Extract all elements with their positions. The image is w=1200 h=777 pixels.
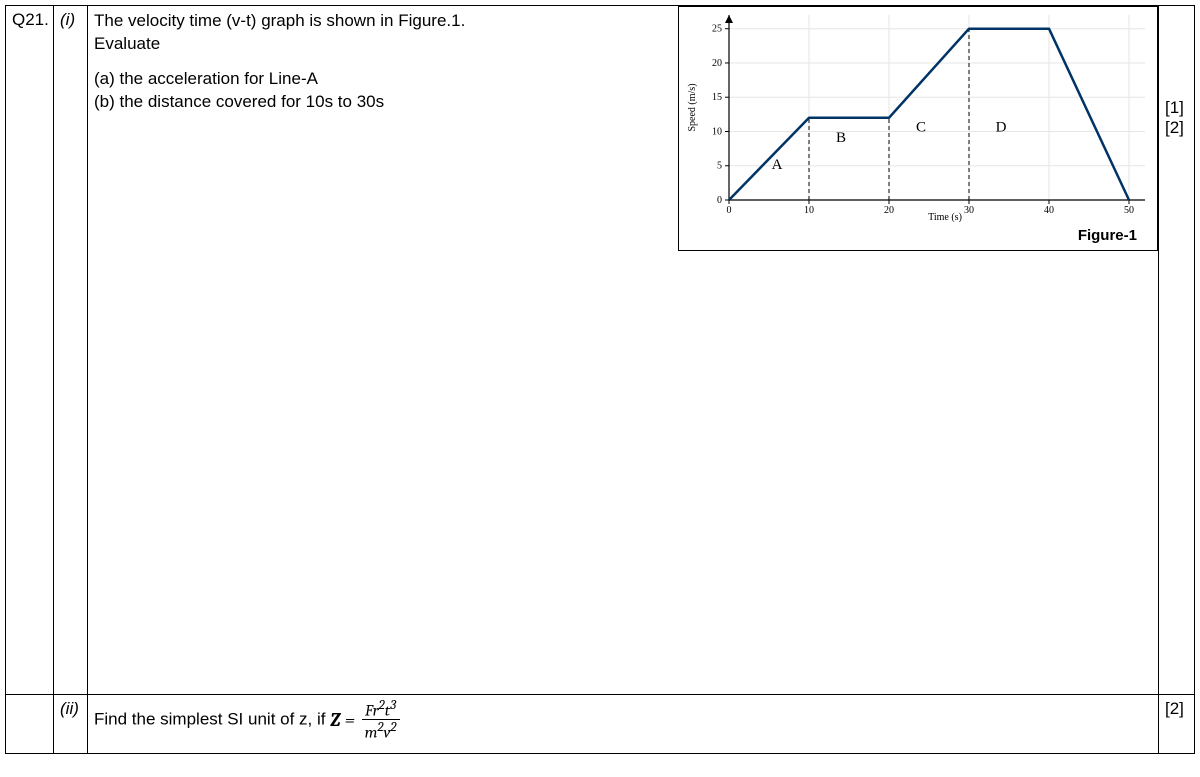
figure-box: 0 10 20 30 40 50 0 5 10 15 20 25 Time (s) Speed (m/s)… — [678, 6, 1158, 251]
question-number-cell-2 — [6, 695, 54, 754]
marks-ii: [2] — [1165, 699, 1188, 719]
eq-denominator: m2v2 — [362, 720, 400, 740]
sub-number-ii: (ii) — [60, 699, 79, 718]
svg-text:0: 0 — [717, 195, 722, 206]
svg-text:B: B — [836, 130, 846, 146]
marks-cell-ii: [2] — [1159, 695, 1195, 754]
svg-text:40: 40 — [1044, 205, 1054, 216]
question-table: Q21. (i) The velocity time (v-t) graph i… — [5, 5, 1195, 754]
svg-text:5: 5 — [717, 161, 722, 172]
svg-text:A: A — [772, 157, 783, 173]
marks-a: [1] — [1165, 98, 1188, 118]
svg-text:C: C — [916, 119, 926, 135]
eq-numerator: Fr2t3 — [362, 699, 400, 720]
part-ii-text: Find the simplest SI unit of z, if — [94, 709, 330, 728]
svg-text:Time (s): Time (s) — [928, 212, 962, 222]
svg-text:Speed (m/s): Speed (m/s) — [687, 83, 698, 131]
sub-number-cell-2: (ii) — [54, 695, 88, 754]
intro-text: The velocity time (v-t) graph is shown i… — [94, 10, 524, 56]
content-cell-ii: Find the simplest SI unit of z, if Z = F… — [88, 695, 1159, 754]
svg-text:0: 0 — [727, 205, 732, 216]
svg-text:20: 20 — [884, 205, 894, 216]
sub-number-cell: (i) — [54, 6, 88, 695]
text-column: The velocity time (v-t) graph is shown i… — [94, 10, 524, 114]
svg-text:10: 10 — [804, 205, 814, 216]
figure-caption: Figure-1 — [1078, 227, 1137, 244]
svg-text:25: 25 — [712, 24, 722, 35]
question-number: Q21. — [12, 10, 49, 29]
svg-text:50: 50 — [1124, 205, 1134, 216]
marks-cell-i: [1] [2] — [1159, 6, 1195, 695]
table-row: (ii) Find the simplest SI unit of z, if … — [6, 695, 1195, 754]
marks-b: [2] — [1165, 118, 1188, 138]
eq-lhs: Z = — [330, 709, 355, 731]
content-cell-i: The velocity time (v-t) graph is shown i… — [88, 6, 1159, 695]
sub-a: (a) the acceleration for Line-A — [94, 68, 524, 91]
svg-text:D: D — [996, 119, 1007, 135]
svg-text:15: 15 — [712, 92, 722, 103]
svg-text:30: 30 — [964, 205, 974, 216]
vt-chart: 0 10 20 30 40 50 0 5 10 15 20 25 Time (s) Speed (m/s)… — [679, 7, 1157, 222]
sub-b: (b) the distance covered for 10s to 30s — [94, 91, 524, 114]
table-row: Q21. (i) The velocity time (v-t) graph i… — [6, 6, 1195, 695]
svg-text:10: 10 — [712, 126, 722, 137]
svg-text:20: 20 — [712, 58, 722, 69]
question-number-cell: Q21. — [6, 6, 54, 695]
eq-fraction: Fr2t3 m2v2 — [362, 699, 400, 741]
sub-number-i: (i) — [60, 10, 75, 29]
